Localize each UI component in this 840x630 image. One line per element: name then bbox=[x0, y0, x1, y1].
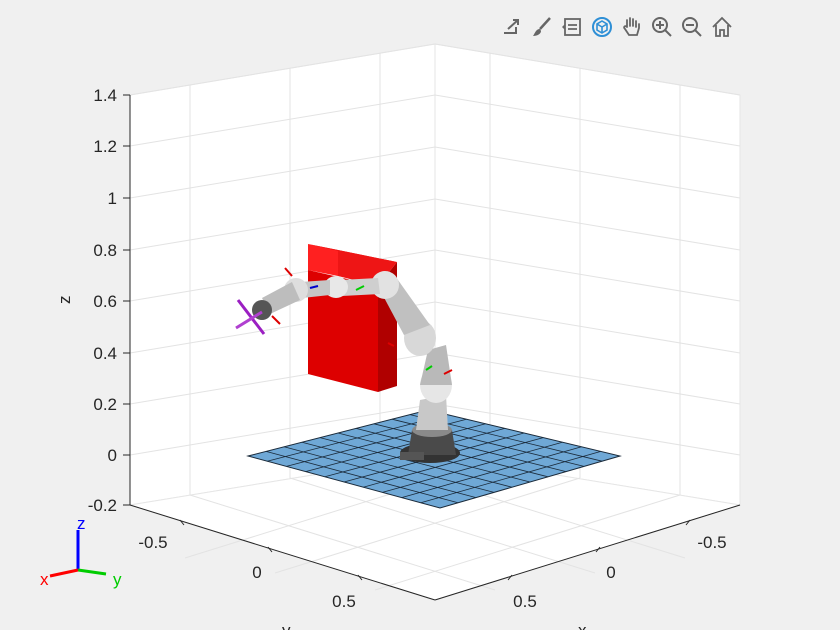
y-tick-label: 0.5 bbox=[332, 592, 356, 611]
triad-y-label: y bbox=[113, 570, 122, 589]
pan-hand-icon[interactable] bbox=[618, 13, 646, 41]
z-tick-label: -0.2 bbox=[88, 496, 117, 515]
z-axis-ticks: 1.4 1.2 1 0.8 0.6 0.4 0.2 0 -0.2 bbox=[88, 86, 130, 515]
axes-toolbar bbox=[498, 12, 736, 42]
z-tick-label: 1.4 bbox=[93, 86, 117, 105]
triad-x-label: x bbox=[40, 570, 49, 589]
triad-x-arrow bbox=[49, 568, 79, 578]
z-tick-label: 0 bbox=[108, 446, 117, 465]
floor-grid-line bbox=[373, 423, 567, 472]
triad-z-label: z bbox=[77, 514, 86, 533]
floor-grid-line bbox=[420, 451, 601, 504]
x-axis-ticks: -0.5 0 0.5 bbox=[507, 519, 727, 611]
floor-grid-line bbox=[382, 441, 563, 493]
zoom-out-icon[interactable] bbox=[678, 13, 706, 41]
floor-grid-line bbox=[401, 446, 582, 498]
zoom-in-icon[interactable] bbox=[648, 13, 676, 41]
robot-arm bbox=[235, 267, 460, 463]
y-tick-label: -0.5 bbox=[138, 533, 167, 552]
x-tick-label: 0 bbox=[606, 563, 615, 582]
export-icon[interactable] bbox=[498, 13, 526, 41]
legend-icon[interactable] bbox=[558, 13, 586, 41]
rotate-3d-icon[interactable] bbox=[588, 13, 616, 41]
z-tick-label: 0.4 bbox=[93, 344, 117, 363]
red-obstacle bbox=[308, 244, 397, 392]
floor-grid-line bbox=[363, 437, 544, 488]
z-tick-label: 0.8 bbox=[93, 241, 117, 260]
triad-y-arrow bbox=[77, 568, 107, 576]
brush-icon[interactable] bbox=[528, 13, 556, 41]
y-tick-label: 0 bbox=[252, 563, 261, 582]
z-tick-label: 1 bbox=[108, 189, 117, 208]
x-tick-label: 0.5 bbox=[513, 592, 537, 611]
z-tick-label: 0.6 bbox=[93, 292, 117, 311]
y-axis-label: y bbox=[282, 621, 291, 630]
axes-triad: z y x bbox=[40, 514, 122, 589]
home-icon[interactable] bbox=[708, 13, 736, 41]
z-tick-label: 0.2 bbox=[93, 395, 117, 414]
y-axis-ticks: -0.5 0 0.5 bbox=[138, 519, 363, 611]
x-tick-label: -0.5 bbox=[697, 533, 726, 552]
z-tick-label: 1.2 bbox=[93, 137, 117, 156]
z-axis-label: z bbox=[55, 296, 74, 305]
x-axis-label: x bbox=[578, 621, 587, 630]
